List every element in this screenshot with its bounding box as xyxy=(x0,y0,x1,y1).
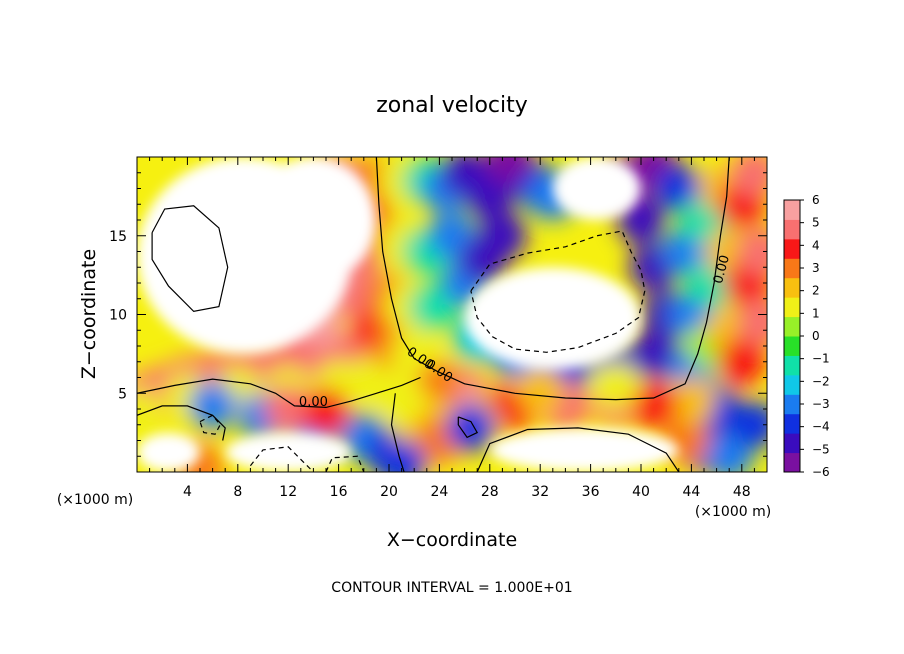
colorbar: 6 5 4 3 2 1 0 −1 −2 −3 −4 −5 −6 xyxy=(783,193,830,479)
zero-contour xyxy=(137,405,226,441)
field-sample xyxy=(629,329,678,378)
y-axis-ticks: 5 10 15 xyxy=(109,172,767,457)
colorbar-tick-label: 1 xyxy=(812,306,820,320)
colorbar-swatch xyxy=(784,374,800,395)
colorbar-swatch xyxy=(784,277,800,298)
x-tick-label: 8 xyxy=(233,484,242,500)
x-tick-label: 32 xyxy=(531,484,549,500)
colorbar-tick-label: −4 xyxy=(812,420,830,434)
field-sample xyxy=(736,298,767,347)
field-sample xyxy=(484,157,533,185)
blank-region xyxy=(250,157,377,283)
x-tick-label: 36 xyxy=(582,484,600,500)
colorbar-swatch xyxy=(784,394,800,415)
blank-region xyxy=(489,427,679,472)
field-sample xyxy=(377,377,426,426)
blank-region xyxy=(464,267,641,370)
blank-region xyxy=(137,432,200,472)
field-sample xyxy=(188,381,237,430)
field-sample xyxy=(591,361,640,410)
colorbar-swatch xyxy=(784,355,800,376)
contour-label: 0.00 xyxy=(711,254,733,286)
colorbar-swatch xyxy=(784,200,800,220)
zero-contour xyxy=(390,393,405,472)
field-sample xyxy=(667,377,716,426)
colorbar-swatch xyxy=(784,219,800,240)
x-tick-label: 24 xyxy=(430,484,448,500)
blank-region xyxy=(225,432,352,472)
colorbar-swatch xyxy=(784,238,800,259)
colorbar-swatch xyxy=(784,433,800,454)
field-sample xyxy=(459,235,508,284)
zero-contour xyxy=(375,157,730,401)
blank-region xyxy=(552,157,642,220)
field-sample xyxy=(736,227,767,276)
colorbar-tick-label: −3 xyxy=(812,397,830,411)
colorbar-tick-label: 2 xyxy=(812,284,820,298)
colorbar-tick-label: 0 xyxy=(812,329,820,343)
z-unit-label: (×1000 m) xyxy=(57,492,133,508)
field-sample xyxy=(730,400,767,449)
contour-lines xyxy=(137,157,730,472)
contour-label: 0.00 xyxy=(299,395,328,410)
x-axis-title: X−coordinate xyxy=(387,529,517,551)
negative-contour xyxy=(470,230,646,353)
negative-contour xyxy=(325,455,365,472)
colorbar-swatch xyxy=(784,452,800,473)
zero-contour xyxy=(137,376,421,409)
colorbar-tick-label: 6 xyxy=(812,193,820,207)
colorbar-swatch xyxy=(784,316,800,337)
chart-title: zonal velocity xyxy=(376,93,528,118)
contour-interval-note: CONTOUR INTERVAL = 1.000E+01 xyxy=(331,580,572,596)
x-tick-label: 28 xyxy=(481,484,499,500)
zero-contour xyxy=(457,416,479,439)
field-sample xyxy=(264,385,313,433)
negative-contour xyxy=(199,414,221,435)
field-sample xyxy=(446,403,495,452)
colorbar-tick-label: −6 xyxy=(812,465,830,479)
x-tick-label: 16 xyxy=(330,484,348,500)
colorbar-tick-label: 3 xyxy=(812,261,820,275)
colorbar-swatch xyxy=(784,413,800,434)
colorbar-tick-label: −1 xyxy=(812,352,830,366)
field-sample xyxy=(137,388,161,437)
x-tick-label: 44 xyxy=(682,484,700,500)
colorbar-swatch xyxy=(784,336,800,356)
y-tick-label: 15 xyxy=(109,229,127,245)
x-tick-label: 48 xyxy=(733,484,751,500)
x-unit-label: (×1000 m) xyxy=(695,504,771,520)
zero-contour xyxy=(476,427,680,472)
contour-labels: 0.000.000.000.00 xyxy=(299,254,733,410)
y-tick-label: 10 xyxy=(109,308,127,324)
colorbar-tick-label: 4 xyxy=(812,238,820,252)
y-tick-label: 5 xyxy=(118,386,127,402)
x-tick-label: 20 xyxy=(380,484,398,500)
x-tick-label: 4 xyxy=(183,484,192,500)
colorbar-tick-label: 5 xyxy=(812,216,820,230)
colorbar-tick-label: −5 xyxy=(812,442,830,456)
x-tick-label: 12 xyxy=(279,484,297,500)
velocity-field xyxy=(137,157,767,472)
colorbar-swatch xyxy=(784,258,800,279)
x-tick-label: 40 xyxy=(632,484,650,500)
y-axis-title: Z−coordinate xyxy=(78,249,100,379)
colorbar-swatch xyxy=(784,297,800,318)
zero-contour xyxy=(151,205,229,313)
plot-area xyxy=(137,157,767,472)
colorbar-tick-label: −2 xyxy=(812,374,830,388)
field-sample xyxy=(302,388,350,437)
field-sample xyxy=(516,366,565,415)
field-sample xyxy=(730,157,767,197)
field-sample xyxy=(717,337,766,386)
field-sample xyxy=(377,440,426,472)
x-axis-ticks: 4 8 12 16 20 24 28 32 36 40 44 48 xyxy=(149,157,755,500)
negative-contour xyxy=(249,446,314,472)
